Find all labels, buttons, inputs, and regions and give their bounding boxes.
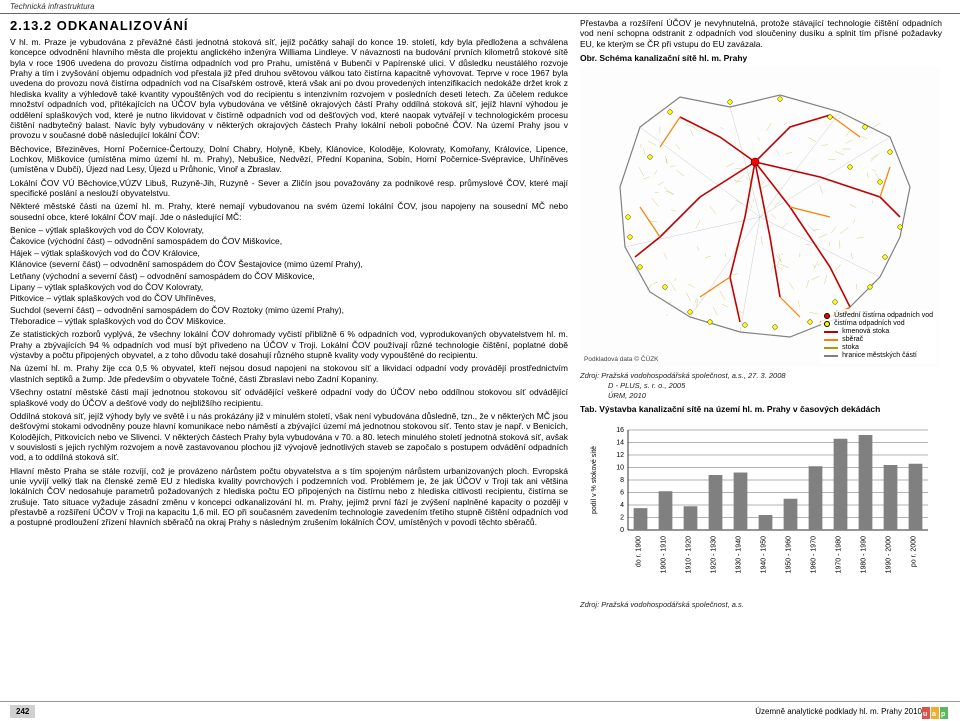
- legend-row: stoka: [824, 344, 933, 351]
- list-item: Hájek – výtlak splaškových vod do ČOV Kr…: [10, 248, 568, 258]
- footer-logo: u a p: [922, 705, 950, 719]
- chart-source: Zdroj: Pražská vodohospodářská společnos…: [580, 600, 942, 610]
- svg-text:1920 - 1930: 1920 - 1930: [711, 536, 718, 573]
- svg-text:1940 - 1950: 1940 - 1950: [761, 536, 768, 573]
- legend-swatch: [824, 313, 830, 319]
- paragraph: Některé městské části na území hl. m. Pr…: [10, 201, 568, 222]
- legend-row: Ústřední čistírna odpadních vod: [824, 312, 933, 319]
- list-item: Třeboradice – výtlak splaškových vod do …: [10, 316, 568, 326]
- legend-swatch: [824, 331, 838, 333]
- svg-text:po r. 2000: po r. 2000: [911, 536, 918, 567]
- map-source: Zdroj: Pražská vodohospodářská společnos…: [580, 371, 942, 400]
- legend-row: hranice městských částí: [824, 352, 933, 359]
- paragraph: Hlavní město Praha se stále rozvíjí, což…: [10, 466, 568, 528]
- svg-text:1990 - 2000: 1990 - 2000: [886, 536, 893, 573]
- page-number: 242: [10, 705, 35, 718]
- mc-list: Benice – výtlak splaškových vod do ČOV K…: [10, 225, 568, 326]
- header-category: Technická infrastruktura: [0, 0, 960, 14]
- svg-text:16: 16: [616, 427, 624, 434]
- left-column: 2.13.2 ODKANALIZOVÁNÍ V hl. m. Praze je …: [10, 18, 568, 610]
- uap-logo-icon: u a p: [922, 705, 950, 719]
- svg-text:a: a: [932, 711, 936, 718]
- legend-label: kmenová stoka: [842, 328, 889, 335]
- legend-swatch: [824, 321, 830, 327]
- sewer-map: Podkladová data © ČÚZK Ústřední čistírna…: [580, 67, 940, 367]
- source-line: Zdroj: Pražská vodohospodářská společnos…: [580, 371, 942, 381]
- svg-text:u: u: [923, 711, 927, 718]
- list-item: Suchdol (severní část) – odvodnění samos…: [10, 305, 568, 315]
- source-line: D - PLUS, s. r. o., 2005: [580, 381, 942, 391]
- right-column: Přestavba a rozšíření ÚČOV je nevyhnutel…: [580, 18, 942, 610]
- paragraph: Na území hl. m. Prahy žije cca 0,5 % oby…: [10, 363, 568, 384]
- svg-text:0: 0: [620, 527, 624, 534]
- svg-text:8: 8: [620, 477, 624, 484]
- legend-row: kmenová stoka: [824, 328, 933, 335]
- list-item: Klánovice (severní část) – odvodnění sam…: [10, 259, 568, 269]
- legend-label: stoka: [842, 344, 859, 351]
- svg-text:6: 6: [620, 490, 624, 497]
- paragraph: Všechny ostatní městské části mají jedno…: [10, 387, 568, 408]
- decade-chart: 0 2 4 6 8 10 12 14 16 do r. 1900 1900 - 1910 1910 -…: [580, 420, 940, 600]
- section-title: 2.13.2 ODKANALIZOVÁNÍ: [10, 18, 568, 33]
- svg-text:1970 - 1980: 1970 - 1980: [836, 536, 843, 573]
- map-data-source: Podkladová data © ČÚZK: [584, 356, 659, 363]
- list-item: Pitkovice – výtlak splaškových vod do ČO…: [10, 293, 568, 303]
- list-item: Lipany – výtlak splaškových vod do ČOV K…: [10, 282, 568, 292]
- svg-text:2: 2: [620, 515, 624, 522]
- source-line: ÚRM, 2010: [580, 391, 942, 401]
- section-heading: ODKANALIZOVÁNÍ: [57, 18, 189, 33]
- footer: 242 Územně analytické podklady hl. m. Pr…: [0, 701, 960, 721]
- map-caption: Obr. Schéma kanalizační sítě hl. m. Prah…: [580, 53, 942, 63]
- paragraph: Přestavba a rozšíření ÚČOV je nevyhnutel…: [580, 18, 942, 49]
- list-item: Čakovice (východní část) – odvodnění sam…: [10, 236, 568, 246]
- paragraph: Oddílná stoková síť, jejíž výhody byly v…: [10, 411, 568, 463]
- svg-text:p: p: [941, 711, 945, 718]
- svg-text:1950 - 1960: 1950 - 1960: [786, 536, 793, 573]
- svg-text:1960 - 1970: 1960 - 1970: [811, 536, 818, 573]
- footer-doc-title: Územně analytické podklady hl. m. Prahy …: [755, 707, 922, 716]
- list-item: Letňany (východní a severní část) – odvo…: [10, 271, 568, 281]
- svg-text:4: 4: [620, 502, 624, 509]
- list-item: Benice – výtlak splaškových vod do ČOV K…: [10, 225, 568, 235]
- legend-row: sběrač: [824, 336, 933, 343]
- legend-label: hranice městských částí: [842, 352, 917, 359]
- paragraph: Ze statistických rozborů vyplývá, že vše…: [10, 329, 568, 360]
- legend-swatch: [824, 355, 838, 357]
- chart-caption: Tab. Výstavba kanalizační sítě na území …: [580, 404, 942, 414]
- paragraph: V hl. m. Praze je vybudována z převážné …: [10, 37, 568, 141]
- svg-text:1980 - 1990: 1980 - 1990: [861, 536, 868, 573]
- svg-text:12: 12: [616, 452, 624, 459]
- svg-text:10: 10: [616, 465, 624, 472]
- svg-text:do r. 1900: do r. 1900: [636, 536, 643, 567]
- chart-svg: 0 2 4 6 8 10 12 14 16 do r. 1900 1900 - 1910 1910 -…: [580, 420, 940, 600]
- legend-label: čistírna odpadních vod: [834, 320, 904, 327]
- legend-swatch: [824, 339, 838, 341]
- svg-text:14: 14: [616, 440, 624, 447]
- legend-row: čistírna odpadních vod: [824, 320, 933, 327]
- map-legend: Ústřední čistírna odpadních vodčistírna …: [821, 309, 936, 363]
- svg-text:1910 - 1920: 1910 - 1920: [686, 536, 693, 573]
- svg-text:1930 - 1940: 1930 - 1940: [736, 536, 743, 573]
- section-number: 2.13.2: [10, 18, 52, 33]
- svg-text:podíl v % stokové sítě: podíl v % stokové sítě: [591, 446, 598, 514]
- legend-swatch: [824, 347, 838, 349]
- paragraph: Běchovice, Březiněves, Horní Počernice-Č…: [10, 144, 568, 175]
- legend-label: sběrač: [842, 336, 863, 343]
- paragraph: Lokální ČOV VÚ Běchovice,VÚZV Libuš, Ruz…: [10, 178, 568, 199]
- legend-label: Ústřední čistírna odpadních vod: [834, 312, 933, 319]
- svg-text:1900 - 1910: 1900 - 1910: [661, 536, 668, 573]
